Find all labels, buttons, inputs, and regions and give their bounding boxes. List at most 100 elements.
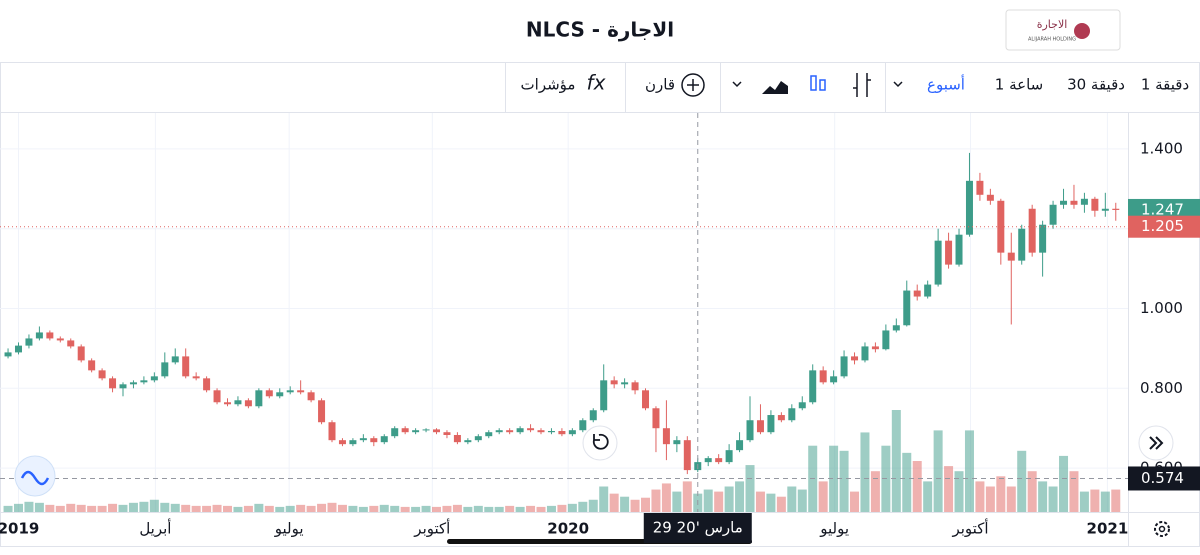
- candle-body: [140, 380, 148, 383]
- volume-bar: [620, 496, 630, 512]
- volume-bar: [724, 486, 734, 512]
- candle-body: [67, 340, 75, 347]
- candle-body: [558, 431, 566, 435]
- interval-button[interactable]: 1 ساعة: [995, 76, 1043, 94]
- indicators-icon[interactable]: fx: [587, 71, 606, 95]
- candle-body: [715, 458, 723, 463]
- candle-body: [673, 440, 681, 445]
- x-tick-label: أكتوبر: [413, 519, 450, 538]
- volume-bar: [1111, 489, 1121, 512]
- volume-bar: [1100, 491, 1110, 512]
- interval-button[interactable]: 30 دقيقة: [1067, 76, 1125, 94]
- candle-body: [443, 432, 451, 435]
- candle-body: [683, 440, 691, 471]
- volume-bar: [850, 491, 860, 512]
- volume-bar: [578, 501, 588, 512]
- candle-body: [1060, 200, 1068, 205]
- candle-body: [265, 390, 273, 397]
- volume-bar: [66, 503, 76, 512]
- volume-bar: [139, 501, 149, 512]
- x-tick-label: 2021: [1087, 520, 1129, 538]
- volume-bar: [87, 505, 97, 512]
- candle-body: [318, 400, 326, 423]
- candle-body: [349, 440, 357, 445]
- volume-bar: [505, 505, 515, 512]
- volume-bar: [400, 506, 410, 512]
- volume-bar: [34, 502, 44, 512]
- y-tick-label: 1.400: [1140, 139, 1183, 157]
- brand-button[interactable]: [14, 455, 56, 497]
- bar-chart-icon[interactable]: [853, 73, 871, 97]
- reset-icon: [592, 433, 609, 450]
- candle-body: [819, 370, 827, 383]
- candle-body: [1080, 198, 1088, 205]
- reset-button[interactable]: [582, 425, 618, 461]
- candle-body: [1049, 204, 1057, 225]
- volume-bar: [55, 505, 65, 512]
- compare-button[interactable]: قارن: [645, 76, 675, 94]
- volume-bar: [964, 430, 974, 512]
- candle-body: [976, 180, 984, 195]
- compare-icon[interactable]: [681, 73, 705, 97]
- candle-body: [610, 380, 618, 385]
- candle-body: [1028, 208, 1036, 253]
- candle-body: [474, 436, 482, 441]
- candle-icon[interactable]: [810, 75, 817, 91]
- price-label: 1.205: [1141, 217, 1184, 235]
- candle-body: [798, 402, 806, 409]
- volume-bar: [818, 481, 828, 512]
- volume-bar: [473, 505, 483, 512]
- chart-type-menu[interactable]: [732, 81, 742, 88]
- compare-plus: [687, 79, 699, 91]
- logo-box: [1005, 9, 1121, 51]
- volume-bar: [317, 503, 327, 512]
- logo-icon: [1074, 23, 1090, 39]
- volume-bar: [3, 505, 13, 512]
- volume-bar: [766, 493, 776, 512]
- volume-bar: [421, 505, 431, 512]
- indicators-button[interactable]: مؤشرات: [521, 76, 576, 94]
- candle-body: [861, 346, 869, 361]
- candle-body: [182, 356, 190, 377]
- volume-bar: [233, 506, 243, 512]
- candle-icon: [819, 79, 826, 91]
- x-tick-label: يوليو: [274, 520, 304, 538]
- interval-button[interactable]: أسبوع: [927, 75, 965, 94]
- candle-body: [119, 384, 127, 389]
- settings-button[interactable]: [1154, 521, 1170, 537]
- volume-bar: [160, 502, 170, 512]
- candle-body: [652, 408, 660, 429]
- candle-body: [4, 352, 12, 357]
- volume-bar: [944, 466, 954, 512]
- candle-body: [986, 194, 994, 201]
- reset-circle: [582, 425, 618, 461]
- volume-bar: [546, 505, 556, 512]
- candle-body: [903, 290, 911, 326]
- volume-bar: [703, 489, 713, 512]
- volume-bar: [432, 506, 442, 512]
- candle-body: [516, 428, 524, 433]
- volume-bar: [484, 506, 494, 512]
- volume-bar: [923, 481, 933, 512]
- volume-bar: [870, 471, 880, 512]
- volume-bar: [735, 481, 745, 512]
- y-tick-label: 1.000: [1140, 299, 1183, 317]
- candle-body: [767, 415, 775, 433]
- logo[interactable]: الاجارة ALIJARAH HOLDING: [1005, 9, 1121, 51]
- volume-bar: [13, 503, 23, 512]
- candle-body: [77, 346, 85, 361]
- scroll-right-button[interactable]: [1138, 425, 1174, 461]
- toolbar: fx مؤشرات قارن 1 دقيقة 30 دقيقة 1 ساعة أسبو…: [505, 63, 1189, 112]
- candle-body: [307, 392, 315, 401]
- candle-body: [485, 432, 493, 437]
- volume-bar: [181, 504, 191, 512]
- interval-menu[interactable]: [893, 81, 903, 88]
- area-chart-icon[interactable]: [762, 81, 788, 94]
- volume-bar: [975, 481, 985, 512]
- volume-bar: [1017, 450, 1027, 512]
- candle-body: [203, 378, 211, 391]
- candle-body: [631, 382, 639, 391]
- plot-area: [0, 113, 1128, 512]
- volume-bar: [170, 503, 180, 512]
- interval-button[interactable]: 1 دقيقة: [1141, 76, 1189, 94]
